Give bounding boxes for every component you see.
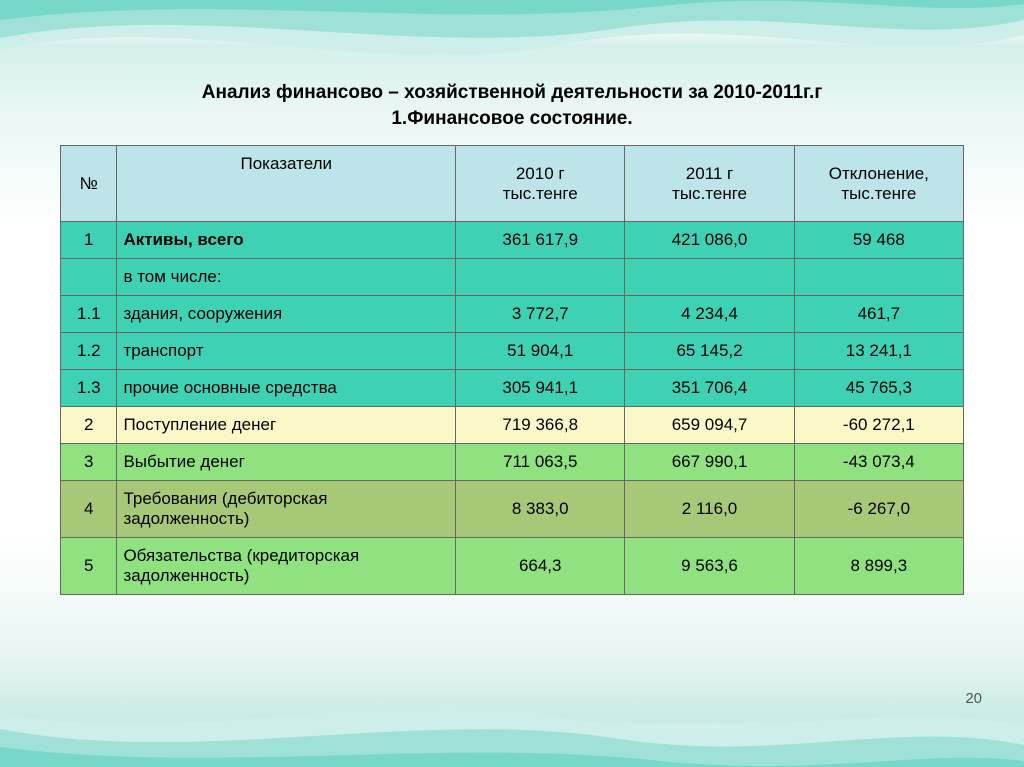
cell-2011: 9 563,6 [625, 538, 794, 595]
cell-2011: 351 706,4 [625, 370, 794, 407]
col-header-y2-label: 2011 г тыс.тенге [672, 164, 747, 203]
cell-indicator: прочие основные средства [117, 370, 456, 407]
cell-2011: 4 234,4 [625, 296, 794, 333]
cell-2011: 65 145,2 [625, 333, 794, 370]
col-header-num: № [61, 146, 117, 222]
table-row: 1.1здания, сооружения3 772,74 234,4461,7 [61, 296, 964, 333]
cell-2010: 305 941,1 [456, 370, 625, 407]
cell-deviation: 13 241,1 [794, 333, 963, 370]
cell-2010: 3 772,7 [456, 296, 625, 333]
cell-num: 2 [61, 407, 117, 444]
page-number: 20 [965, 690, 982, 707]
cell-2011: 2 116,0 [625, 481, 794, 538]
table-row: 1.3прочие основные средства305 941,1351 … [61, 370, 964, 407]
slide-title: Анализ финансово – хозяйственной деятель… [60, 80, 964, 131]
cell-2010: 711 063,5 [456, 444, 625, 481]
table-row: 4Требования (дебиторская задолженность)8… [61, 481, 964, 538]
table-header-row: № Показатели 2010 г тыс.тенге 2011 г тыс… [61, 146, 964, 222]
cell-2010: 719 366,8 [456, 407, 625, 444]
table-body: 1Активы, всего361 617,9421 086,059 468в … [61, 222, 964, 595]
cell-deviation: 59 468 [794, 222, 963, 259]
cell-indicator: здания, сооружения [117, 296, 456, 333]
cell-2010 [456, 259, 625, 296]
cell-num: 1.2 [61, 333, 117, 370]
cell-2010: 8 383,0 [456, 481, 625, 538]
slide-content: Анализ финансово – хозяйственной деятель… [0, 0, 1024, 595]
table-row: 3Выбытие денег711 063,5667 990,1-43 073,… [61, 444, 964, 481]
table-row: в том числе: [61, 259, 964, 296]
col-header-ind: Показатели [117, 146, 456, 222]
table-row: 2Поступление денег719 366,8659 094,7-60 … [61, 407, 964, 444]
table-row: 1Активы, всего361 617,9421 086,059 468 [61, 222, 964, 259]
cell-num: 1.3 [61, 370, 117, 407]
cell-2010: 361 617,9 [456, 222, 625, 259]
table-row: 1.2транспорт51 904,165 145,213 241,1 [61, 333, 964, 370]
col-header-y1-label: 2010 г тыс.тенге [503, 164, 578, 203]
cell-indicator: Выбытие денег [117, 444, 456, 481]
cell-indicator: Поступление денег [117, 407, 456, 444]
table-row: 5Обязательства (кредиторская задолженнос… [61, 538, 964, 595]
cell-deviation: -43 073,4 [794, 444, 963, 481]
cell-num [61, 259, 117, 296]
cell-num: 3 [61, 444, 117, 481]
cell-2010: 664,3 [456, 538, 625, 595]
cell-deviation: -6 267,0 [794, 481, 963, 538]
cell-indicator: Требования (дебиторская задолженность) [117, 481, 456, 538]
cell-num: 4 [61, 481, 117, 538]
cell-deviation [794, 259, 963, 296]
col-header-dev-label: Отклонение, тыс.тенге [829, 164, 929, 203]
cell-2010: 51 904,1 [456, 333, 625, 370]
cell-2011: 659 094,7 [625, 407, 794, 444]
cell-indicator: в том числе: [117, 259, 456, 296]
financial-table: № Показатели 2010 г тыс.тенге 2011 г тыс… [60, 145, 964, 595]
title-line-2: 1.Финансовое состояние. [391, 108, 632, 129]
decorative-wave-bottom [0, 657, 1024, 767]
cell-deviation: 8 899,3 [794, 538, 963, 595]
cell-2011: 667 990,1 [625, 444, 794, 481]
cell-2011 [625, 259, 794, 296]
col-header-ind-label: Показатели [240, 154, 332, 173]
cell-2011: 421 086,0 [625, 222, 794, 259]
cell-deviation: 461,7 [794, 296, 963, 333]
cell-indicator: Активы, всего [117, 222, 456, 259]
col-header-y1: 2010 г тыс.тенге [456, 146, 625, 222]
cell-deviation: 45 765,3 [794, 370, 963, 407]
cell-deviation: -60 272,1 [794, 407, 963, 444]
cell-indicator: транспорт [117, 333, 456, 370]
col-header-dev: Отклонение, тыс.тенге [794, 146, 963, 222]
col-header-y2: 2011 г тыс.тенге [625, 146, 794, 222]
cell-num: 5 [61, 538, 117, 595]
cell-num: 1 [61, 222, 117, 259]
title-line-1: Анализ финансово – хозяйственной деятель… [202, 82, 823, 103]
cell-num: 1.1 [61, 296, 117, 333]
cell-indicator: Обязательства (кредиторская задолженност… [117, 538, 456, 595]
